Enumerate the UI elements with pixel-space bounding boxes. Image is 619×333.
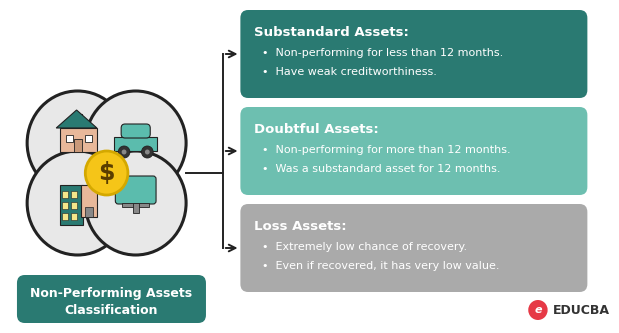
Bar bbox=[74, 114, 82, 128]
Bar bbox=[85, 207, 93, 217]
Bar bbox=[60, 185, 84, 225]
Bar bbox=[115, 137, 157, 151]
Text: Substandard Assets:: Substandard Assets: bbox=[254, 26, 409, 39]
Circle shape bbox=[85, 151, 128, 195]
FancyBboxPatch shape bbox=[115, 176, 156, 204]
Circle shape bbox=[27, 151, 128, 255]
Bar bbox=[122, 203, 149, 207]
FancyBboxPatch shape bbox=[17, 275, 206, 323]
Bar bbox=[62, 202, 68, 209]
Bar bbox=[71, 202, 77, 209]
Text: Non-Performing Assets: Non-Performing Assets bbox=[30, 287, 193, 300]
Bar bbox=[82, 185, 97, 217]
Text: Classification: Classification bbox=[65, 304, 158, 317]
Circle shape bbox=[118, 146, 130, 158]
Circle shape bbox=[27, 91, 128, 195]
FancyBboxPatch shape bbox=[240, 10, 587, 98]
Text: •  Even if recovered, it has very low value.: • Even if recovered, it has very low val… bbox=[262, 261, 499, 271]
Bar bbox=[71, 213, 77, 220]
Bar bbox=[62, 213, 68, 220]
Circle shape bbox=[142, 146, 153, 158]
Text: EDUCBA: EDUCBA bbox=[553, 303, 610, 316]
Circle shape bbox=[85, 91, 186, 195]
Circle shape bbox=[85, 151, 186, 255]
Text: •  Non-performing for more than 12 months.: • Non-performing for more than 12 months… bbox=[262, 145, 510, 155]
Text: •  Non-performing for less than 12 months.: • Non-performing for less than 12 months… bbox=[262, 48, 503, 58]
Text: Doubtful Assets:: Doubtful Assets: bbox=[254, 123, 379, 136]
Text: •  Have weak creditworthiness.: • Have weak creditworthiness. bbox=[262, 67, 436, 77]
Bar bbox=[74, 139, 82, 152]
Text: e: e bbox=[534, 305, 542, 315]
Polygon shape bbox=[56, 110, 97, 128]
FancyBboxPatch shape bbox=[240, 204, 587, 292]
Circle shape bbox=[145, 150, 150, 155]
Bar bbox=[133, 203, 139, 213]
Bar bbox=[62, 191, 68, 198]
Text: •  Was a substandard asset for 12 months.: • Was a substandard asset for 12 months. bbox=[262, 164, 500, 174]
Circle shape bbox=[528, 300, 548, 320]
Text: Loss Assets:: Loss Assets: bbox=[254, 220, 347, 233]
Bar bbox=[71, 191, 77, 198]
Text: $: $ bbox=[98, 161, 115, 185]
Text: •  Extremely low chance of recovery.: • Extremely low chance of recovery. bbox=[262, 242, 467, 252]
Circle shape bbox=[122, 150, 126, 155]
Bar bbox=[85, 135, 92, 142]
FancyBboxPatch shape bbox=[240, 107, 587, 195]
Bar bbox=[66, 135, 72, 142]
FancyBboxPatch shape bbox=[121, 124, 150, 138]
Bar bbox=[60, 128, 97, 152]
